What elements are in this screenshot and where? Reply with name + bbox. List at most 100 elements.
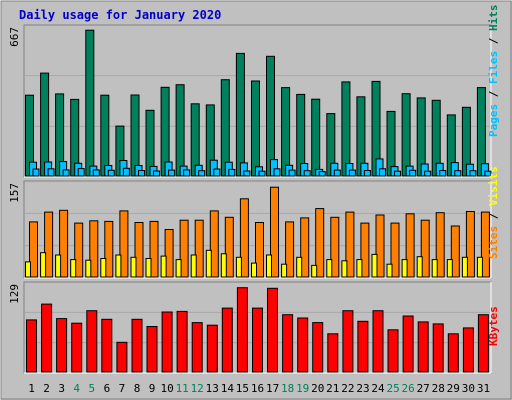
bar-kbytes-day-23 <box>357 320 369 373</box>
legend-separator: / <box>487 84 500 104</box>
bar-kbytes-day-30 <box>462 327 474 373</box>
bar-hits-day-16 <box>251 80 260 177</box>
bar-kbytes-day-24 <box>372 310 384 373</box>
y-max-label-kbytes: 129 <box>8 284 21 304</box>
bar-visits-day-5 <box>85 259 92 278</box>
bar-sites-day-7 <box>119 210 129 278</box>
legend-item-pages: Pages <box>487 104 500 137</box>
bar-visits-day-2 <box>40 252 47 278</box>
bar-pages-day-12 <box>198 170 206 177</box>
bar-visits-day-14 <box>220 253 227 278</box>
bar-sites-day-17 <box>270 186 279 278</box>
bar-pages-day-26 <box>409 169 417 177</box>
bar-pages-day-20 <box>318 171 326 177</box>
bar-kbytes-day-22 <box>342 310 354 373</box>
bar-pages-day-3 <box>62 169 70 177</box>
bar-sites-day-16 <box>255 222 264 278</box>
bar-pages-day-19 <box>303 170 311 177</box>
bar-sites-day-25 <box>390 222 400 278</box>
bar-kbytes-day-9 <box>146 326 158 373</box>
bar-sites-day-9 <box>149 220 159 278</box>
bar-pages-day-6 <box>107 169 115 177</box>
bar-pages-day-28 <box>439 170 447 177</box>
bar-sites-day-24 <box>375 214 385 278</box>
bar-sites-day-4 <box>74 222 84 278</box>
bar-visits-day-16 <box>251 262 257 278</box>
bar-hits-day-22 <box>341 81 351 177</box>
bar-visits-day-17 <box>266 254 272 278</box>
bar-sites-day-31 <box>480 211 490 278</box>
bar-sites-day-26 <box>405 213 415 278</box>
legends: Pages / Files / Hits Sites / Visits KBytes <box>487 5 500 347</box>
bar-kbytes-day-8 <box>131 318 143 373</box>
bar-sites-day-13 <box>209 210 219 278</box>
bar-visits-day-26 <box>401 259 408 278</box>
bar-sites-day-29 <box>450 225 460 278</box>
bar-kbytes-day-6 <box>101 318 113 373</box>
x-tick-label-day-31: 31 <box>477 382 490 395</box>
bar-visits-day-20 <box>311 264 318 278</box>
bar-visits-day-19 <box>296 256 303 278</box>
bar-kbytes-day-21 <box>327 333 339 373</box>
y-max-label-visits-sites: 157 <box>8 183 21 203</box>
bars <box>25 29 492 373</box>
legend-item-sites: Sites <box>487 226 500 259</box>
x-axis-labels: 1 2 3 4 5 6 7 8 9 10 11 12 13 14 15 16 17 18 19 20 21 22 23 24 2… <box>28 382 490 395</box>
legend-visits-sites: Sites / Visits <box>487 166 500 259</box>
bar-visits-day-22 <box>341 260 348 278</box>
x-tick-label-day-7: 7 <box>119 382 126 395</box>
x-tick-label-day-24: 24 <box>371 382 385 395</box>
legend-hits-files-pages: Pages / Files / Hits <box>487 5 500 138</box>
bar-kbytes-day-17 <box>267 287 278 373</box>
bar-pages-day-21 <box>333 169 341 177</box>
bar-kbytes-day-20 <box>312 322 324 373</box>
bar-sites-day-27 <box>420 219 430 278</box>
bar-hits-day-8 <box>130 94 140 177</box>
y-axis-labels: 667 157 129 <box>8 27 21 304</box>
x-tick-label-day-27: 27 <box>417 382 430 395</box>
bar-kbytes-day-3 <box>56 318 68 373</box>
legend-kbytes: KBytes <box>487 306 500 346</box>
x-tick-label-day-19: 19 <box>296 382 309 395</box>
bar-kbytes-day-18 <box>282 314 294 373</box>
bar-sites-day-21 <box>330 216 340 278</box>
bar-kbytes-day-16 <box>252 307 263 373</box>
bar-hits-day-18 <box>281 87 291 177</box>
bar-pages-day-1 <box>32 168 40 177</box>
bar-pages-day-10 <box>168 169 176 177</box>
bar-kbytes-day-19 <box>297 317 309 373</box>
bar-sites-day-2 <box>44 211 54 278</box>
x-tick-label-day-3: 3 <box>58 382 65 395</box>
x-tick-label-day-4: 4 <box>73 382 80 395</box>
bar-pages-day-9 <box>153 170 160 177</box>
bar-sites-day-15 <box>239 198 249 278</box>
bar-kbytes-day-28 <box>432 323 444 373</box>
bar-hits-day-6 <box>100 94 110 177</box>
bar-sites-day-19 <box>300 217 310 278</box>
bar-hits-day-20 <box>311 98 321 177</box>
bar-visits-day-7 <box>115 254 122 278</box>
bar-visits-day-15 <box>235 256 242 278</box>
legend-separator: / <box>487 31 500 51</box>
legend-item-visits: Visits <box>487 166 500 206</box>
bar-visits-day-24 <box>371 253 378 278</box>
bar-hits-day-2 <box>40 72 50 177</box>
bar-hits-day-31 <box>476 87 486 177</box>
bar-pages-day-23 <box>363 170 371 177</box>
bar-visits-day-18 <box>281 263 288 278</box>
bar-hits-day-14 <box>220 79 230 177</box>
bar-kbytes-day-11 <box>176 310 188 373</box>
bar-visits-day-9 <box>145 258 152 278</box>
x-tick-label-day-14: 14 <box>221 382 235 395</box>
bar-pages-day-8 <box>138 170 145 177</box>
bar-kbytes-day-25 <box>387 329 399 373</box>
bar-hits-day-5 <box>85 29 95 177</box>
x-tick-label-day-20: 20 <box>311 382 324 395</box>
legend-item-kbytes: KBytes <box>487 306 500 346</box>
bar-kbytes-day-10 <box>161 311 173 373</box>
bar-visits-day-13 <box>205 249 212 278</box>
bar-visits-day-1 <box>25 261 31 278</box>
bar-pages-day-29 <box>454 170 462 177</box>
bar-visits-day-12 <box>190 254 197 278</box>
bar-kbytes-day-15 <box>236 287 248 373</box>
